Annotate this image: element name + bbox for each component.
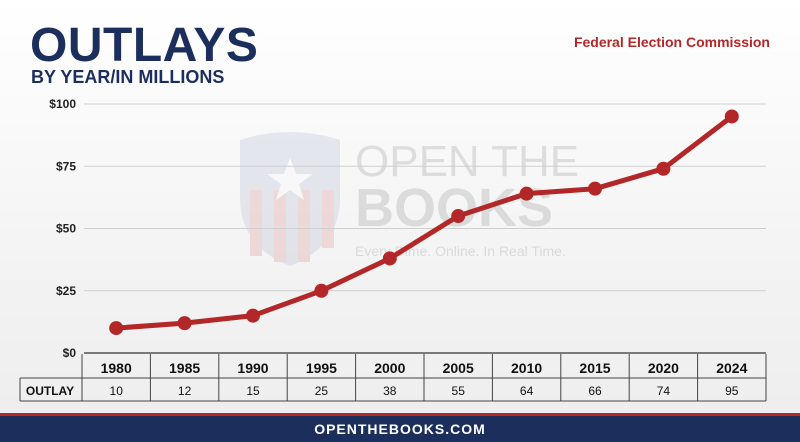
x-tick-label: 2015 bbox=[579, 360, 610, 376]
y-tick-label: $0 bbox=[63, 346, 77, 360]
series-polyline bbox=[113, 114, 735, 331]
table-value: 64 bbox=[520, 384, 534, 398]
x-tick-label: 1995 bbox=[306, 360, 337, 376]
data-point bbox=[109, 321, 124, 336]
source-label: Federal Election Commission bbox=[573, 34, 770, 50]
gridlines bbox=[84, 103, 766, 354]
x-tick-label: 1980 bbox=[101, 360, 132, 376]
data-point bbox=[588, 181, 602, 196]
y-axis-labels: $0 $25 $50 $75 $100 bbox=[49, 97, 76, 360]
x-tick-label: 2000 bbox=[374, 360, 405, 376]
table-value: 95 bbox=[725, 384, 739, 398]
table-value: 25 bbox=[315, 384, 329, 398]
table-value: 66 bbox=[588, 384, 602, 398]
data-point bbox=[724, 109, 739, 124]
x-tick-label: 2005 bbox=[443, 360, 474, 376]
chart-title: OUTLAYS bbox=[30, 19, 259, 72]
data-point bbox=[519, 186, 534, 201]
data-point bbox=[451, 209, 466, 224]
data-point bbox=[246, 308, 260, 323]
y-tick-label: $25 bbox=[56, 284, 76, 298]
table-value: 74 bbox=[657, 384, 671, 398]
x-tick-label: 2024 bbox=[716, 360, 747, 376]
x-tick-label: 2020 bbox=[648, 360, 679, 376]
data-table: OUTLAY 1980 10 1985 12 1990 15 1995 25 2000 38 2005… bbox=[19, 354, 767, 402]
data-point bbox=[177, 316, 192, 331]
y-tick-label: $75 bbox=[56, 159, 76, 173]
series-line bbox=[109, 109, 739, 336]
footer-banner: OPENTHEBOOKS.COM bbox=[0, 413, 800, 442]
watermark-line1: OPEN THE bbox=[355, 137, 579, 186]
y-tick-label: $100 bbox=[49, 97, 76, 111]
y-tick-label: $50 bbox=[56, 222, 76, 236]
shield-icon bbox=[240, 132, 340, 266]
table-value: 55 bbox=[452, 384, 466, 398]
x-tick-label: 2010 bbox=[511, 360, 542, 376]
data-point bbox=[314, 283, 329, 298]
table-value: 12 bbox=[178, 384, 192, 398]
x-tick-label: 1990 bbox=[237, 360, 268, 376]
watermark-logo: OPEN THE BOOKS Every Dime. Online. In Re… bbox=[240, 132, 579, 266]
x-tick-label: 1985 bbox=[169, 360, 200, 376]
data-point bbox=[656, 161, 671, 176]
table-value: 38 bbox=[383, 384, 397, 398]
table-value: 10 bbox=[110, 384, 124, 398]
table-value: 15 bbox=[246, 384, 260, 398]
table-row-label: OUTLAY bbox=[26, 384, 74, 398]
data-point bbox=[382, 251, 397, 266]
chart-subtitle: BY YEAR/IN MILLIONS bbox=[31, 67, 225, 87]
